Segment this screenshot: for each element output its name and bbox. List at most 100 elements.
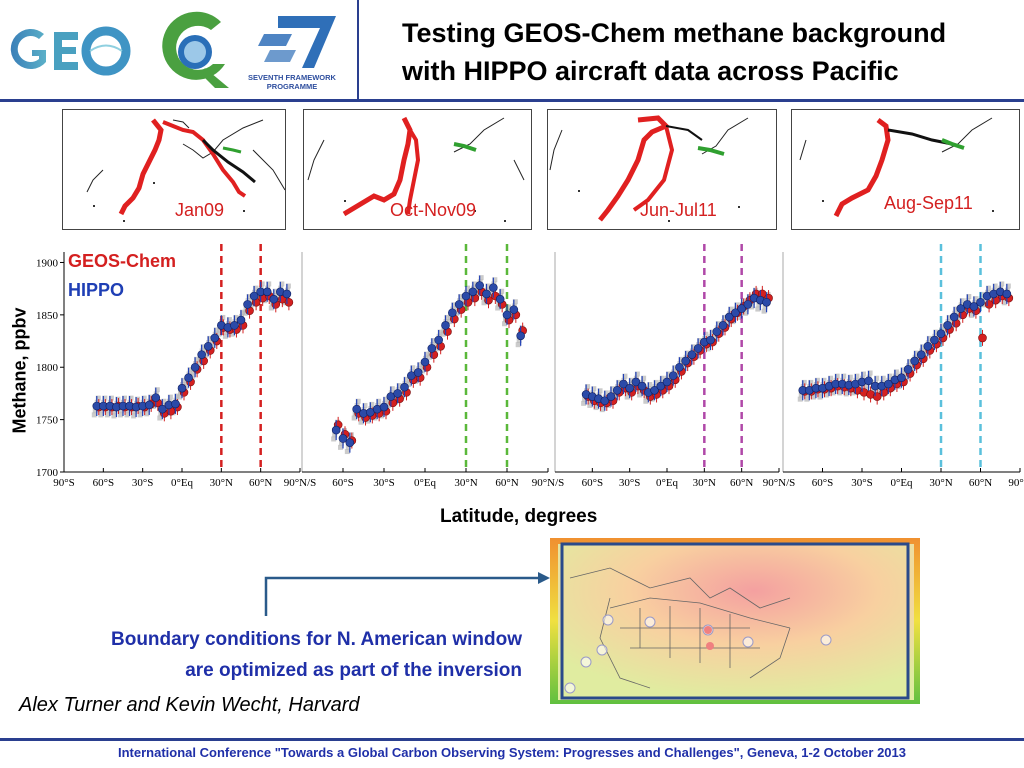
panel-2-hippo-point bbox=[718, 321, 728, 330]
panel-2-hippo-point bbox=[675, 362, 684, 372]
panel-2-hippo-point bbox=[687, 350, 697, 359]
panel-0-hippo-point bbox=[144, 400, 154, 410]
panel-1-obs-scatter bbox=[499, 288, 505, 294]
panel-0-obs-scatter bbox=[216, 331, 222, 337]
panel-2-obs-scatter bbox=[736, 314, 742, 320]
panel-1-obs-scatter bbox=[410, 365, 416, 371]
panel-2-obs-scatter bbox=[694, 350, 700, 356]
panel-3-obs-scatter bbox=[900, 367, 906, 373]
panel-0-obs-scatter bbox=[125, 408, 131, 414]
panel-3-obs-scatter bbox=[850, 390, 856, 396]
panel-3-obs-scatter bbox=[887, 373, 893, 379]
panel-0-obs-scatter bbox=[119, 408, 124, 414]
panel-1-obs-scatter bbox=[495, 305, 501, 311]
panel-2-obs-scatter bbox=[728, 306, 734, 312]
panel-3-obs-scatter bbox=[824, 392, 830, 398]
panel-2-obs-scatter bbox=[641, 375, 647, 381]
panel-1-hippo-point bbox=[454, 300, 464, 309]
panel-3-obs-scatter bbox=[871, 388, 877, 394]
panel-0-hippo-point bbox=[249, 291, 259, 301]
fp7-text-2: PROGRAMME bbox=[267, 82, 317, 91]
panel-3-obs-scatter bbox=[913, 350, 919, 356]
panel-3-hippo-point bbox=[1002, 289, 1012, 299]
panel-2-hippo-point bbox=[693, 344, 703, 353]
panel-1-hippo-point bbox=[509, 305, 519, 314]
panel-0-obs-scatter bbox=[285, 283, 291, 289]
panel-3-obs-scatter bbox=[972, 296, 978, 302]
panel-1-obs-scatter bbox=[458, 294, 464, 299]
panel-0-obs-scatter bbox=[272, 288, 278, 294]
panel-3-obs-scatter bbox=[920, 344, 926, 350]
panel-3-hippo-point bbox=[936, 329, 946, 339]
boundary-window-map bbox=[550, 538, 920, 704]
panel-2-hippo-point bbox=[656, 381, 666, 391]
panel-2-hippo-point bbox=[662, 377, 672, 387]
panel-2-obs-scatter bbox=[719, 327, 724, 333]
panel-0-obs-scatter bbox=[154, 387, 160, 393]
panel-3-obs-scatter bbox=[926, 335, 932, 341]
panel-0-x-tick-label: 90°N/S bbox=[284, 477, 317, 489]
panel-0-obs-scatter bbox=[174, 393, 180, 399]
panel-0-hippo-point bbox=[190, 362, 200, 372]
panel-0-obs-scatter bbox=[95, 395, 101, 401]
panel-2-hippo-point bbox=[619, 379, 628, 389]
panel-2-obs-scatter bbox=[690, 344, 696, 350]
panel-1-hippo-point bbox=[468, 287, 478, 297]
legend-hippo: HIPPO bbox=[68, 280, 125, 300]
panel-3-obs-scatter bbox=[986, 285, 992, 291]
panel-1-obs-scatter bbox=[426, 354, 432, 360]
panel-3-obs-scatter bbox=[817, 394, 823, 400]
panel-0-hippo-point bbox=[236, 315, 246, 325]
panel-3-x-tick-label: 60°S bbox=[812, 477, 834, 489]
panel-1-obs-scatter bbox=[478, 275, 484, 281]
panel-0-obs-scatter bbox=[122, 395, 127, 401]
panel-2-obs-scatter bbox=[755, 306, 761, 312]
panel-3-obs-scatter bbox=[864, 383, 870, 389]
panel-3-obs-scatter bbox=[847, 374, 853, 380]
panel-3-obs-scatter bbox=[959, 298, 965, 304]
panel-1-obs-scatter bbox=[516, 338, 522, 343]
panel-1-obs-scatter bbox=[506, 304, 511, 310]
panel-2-x-tick-label: 0°Eq bbox=[656, 477, 679, 489]
footer-text: International Conference "Towards a Glob… bbox=[118, 745, 906, 760]
panel-1-obs-scatter bbox=[512, 299, 518, 305]
panel-2-hippo-point bbox=[650, 385, 659, 395]
panel-3-obs-scatter bbox=[797, 396, 803, 402]
panel-1-hippo-point bbox=[331, 425, 341, 435]
panel-2-obs-scatter bbox=[582, 396, 588, 402]
panel-0-obs-scatter bbox=[259, 281, 265, 287]
panel-0-obs-scatter bbox=[131, 413, 137, 419]
flight-map-3 bbox=[547, 109, 777, 230]
panel-3-hippo-point bbox=[969, 302, 979, 311]
pointer-arrow bbox=[264, 572, 550, 616]
panel-2-obs-scatter bbox=[622, 373, 628, 379]
panel-0-hippo-point bbox=[262, 287, 272, 297]
panel-1-obs-scatter bbox=[339, 440, 344, 446]
panel-3-obs-scatter bbox=[999, 281, 1005, 287]
panel-1-obs-scatter bbox=[430, 338, 436, 343]
panel-1-hippo-point bbox=[495, 294, 505, 304]
panel-3-obs-scatter bbox=[843, 391, 849, 397]
panel-2-obs-scatter bbox=[681, 363, 687, 369]
panel-2-obs-scatter bbox=[587, 402, 593, 408]
panel-2-hippo-point bbox=[625, 383, 634, 393]
panel-3-hippo-point bbox=[910, 356, 919, 366]
y-tick-label-1700: 1700 bbox=[36, 467, 59, 479]
methane-latitude-chart: 1700 1750 1800 1850 1900 90°S 60°S 30°S 0°Eq 30°N… bbox=[36, 244, 1024, 489]
panel-2-obs-scatter bbox=[599, 407, 605, 413]
panel-2-obs-scatter bbox=[634, 371, 640, 377]
panel-3-obs-scatter bbox=[893, 369, 899, 375]
panel-3-obs-scatter bbox=[983, 298, 989, 304]
panel-3-hippo-point bbox=[923, 341, 933, 351]
panel-1-obs-scatter bbox=[502, 321, 507, 327]
panel-3-obs-scatter bbox=[810, 394, 816, 400]
panel-2-hippo-point bbox=[668, 371, 678, 380]
panel-0-obs-scatter bbox=[132, 409, 138, 415]
panel-3-obs-scatter bbox=[880, 375, 886, 381]
panel-3-x-tick-label: 90°N bbox=[1008, 477, 1024, 489]
panel-0-obs-scatter bbox=[108, 395, 114, 401]
panel-1-obs-scatter bbox=[489, 289, 495, 295]
panel-2-obs-scatter bbox=[678, 356, 684, 362]
panel-0-obs-scatter bbox=[190, 373, 196, 379]
panel-1-obs-scatter bbox=[331, 436, 337, 442]
